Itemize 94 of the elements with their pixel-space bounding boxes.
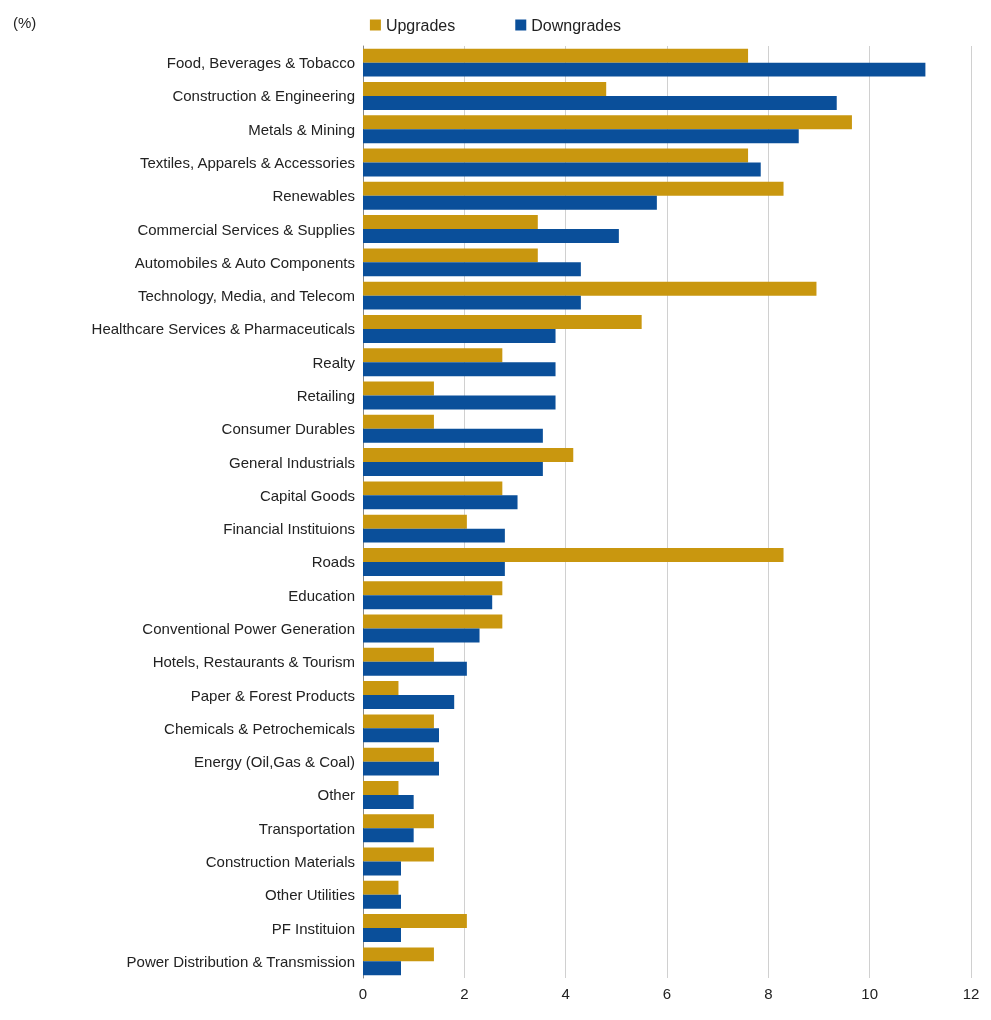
y-tick-label: Realty <box>312 353 356 371</box>
bar <box>363 395 556 410</box>
bar <box>363 814 434 829</box>
bar <box>363 215 538 230</box>
bar <box>363 129 799 144</box>
bar <box>363 714 434 729</box>
bar <box>363 761 439 776</box>
bar <box>363 695 455 710</box>
bar <box>363 880 399 895</box>
bar <box>363 747 434 762</box>
y-tick-label: Consumer Durables <box>221 420 355 438</box>
y-tick-label: Textiles, Apparels & Accessories <box>139 154 355 171</box>
bar <box>363 414 434 429</box>
y-tick-label: Energy (Oil,Gas & Coal) <box>194 753 355 771</box>
bar <box>363 581 503 596</box>
bar <box>363 914 467 929</box>
y-tick-label: Chemicals & Petrochemicals <box>164 719 355 737</box>
bar <box>363 661 467 676</box>
bar <box>363 81 607 96</box>
y-tick-label: Construction Materials <box>205 853 355 870</box>
bar <box>363 328 556 343</box>
y-tick-label: Roads <box>311 553 355 571</box>
y-tick-label: General Industrials <box>229 453 355 471</box>
bar <box>363 48 749 63</box>
bar <box>363 262 581 277</box>
bar <box>363 148 749 163</box>
y-tick-label: Construction & Engineering <box>172 87 355 105</box>
y-tick-label: Capital Goods <box>259 486 355 504</box>
bar <box>363 595 493 610</box>
bar <box>363 181 784 196</box>
legend-label: Downgrades <box>531 16 622 34</box>
y-tick-label: Food, Beverages & Tobacco <box>166 54 355 72</box>
bar <box>363 481 503 496</box>
x-tick-label: 6 <box>662 985 672 1002</box>
x-tick-label: 4 <box>561 985 570 1002</box>
bar <box>363 794 414 809</box>
x-tick-label: 2 <box>460 985 469 1002</box>
bar <box>363 861 401 876</box>
x-axis-title: (%) <box>13 14 37 31</box>
y-tick-label: Power Distribution & Transmission <box>126 952 355 970</box>
y-tick-label: Retailing <box>296 387 355 404</box>
bar <box>363 195 657 210</box>
x-tick-label: 8 <box>764 985 773 1002</box>
bar <box>363 95 837 110</box>
y-tick-label: Paper & Forest Products <box>190 686 355 704</box>
bar <box>363 894 401 909</box>
y-tick-label: Commercial Services & Supplies <box>137 220 355 238</box>
x-tick-label: 0 <box>358 985 368 1002</box>
bar <box>363 229 619 244</box>
bar <box>363 348 503 363</box>
y-tick-label: Financial Instituions <box>223 520 355 538</box>
y-tick-label: Conventional Power Generation <box>142 620 355 637</box>
bar <box>363 780 399 795</box>
y-tick-label: Education <box>288 586 355 604</box>
bar <box>363 495 518 510</box>
bar <box>363 947 434 962</box>
bar <box>363 828 414 843</box>
x-tick-label: 10 <box>861 985 879 1002</box>
bar <box>363 381 434 396</box>
y-tick-label: Renewables <box>272 187 355 205</box>
bar <box>363 428 543 443</box>
bar <box>363 115 852 130</box>
bar <box>363 248 538 263</box>
y-tick-label: Healthcare Services & Pharmaceuticals <box>91 320 355 338</box>
y-tick-label: Metals & Mining <box>248 120 355 138</box>
bar <box>363 847 434 862</box>
bar <box>363 281 817 296</box>
bar <box>363 528 505 543</box>
y-tick-label: PF Instituion <box>271 919 355 937</box>
y-tick-label: Technology, Media, and Telecom <box>137 287 355 305</box>
bar <box>363 448 574 463</box>
bar <box>363 514 467 529</box>
bar <box>363 647 434 662</box>
y-tick-label: Transportation <box>258 819 355 837</box>
bar <box>363 561 505 576</box>
bar <box>363 681 399 696</box>
bar <box>363 547 784 562</box>
y-tick-label: Other <box>317 786 355 804</box>
bar <box>363 961 401 976</box>
legend-label: Upgrades <box>385 16 456 34</box>
bar <box>363 314 642 329</box>
bar <box>363 462 543 477</box>
bar <box>363 928 401 943</box>
y-tick-label: Other Utilities <box>264 886 355 904</box>
bar <box>363 728 439 743</box>
bar <box>363 628 480 643</box>
x-tick-label: 12 <box>962 985 980 1002</box>
y-tick-label: Automobiles & Auto Components <box>134 253 355 271</box>
bar <box>363 62 926 77</box>
bar <box>363 362 556 377</box>
bar <box>363 162 761 177</box>
y-tick-label: Hotels, Restaurants & Tourism <box>152 653 355 671</box>
bar <box>363 295 581 310</box>
bar <box>363 614 503 629</box>
